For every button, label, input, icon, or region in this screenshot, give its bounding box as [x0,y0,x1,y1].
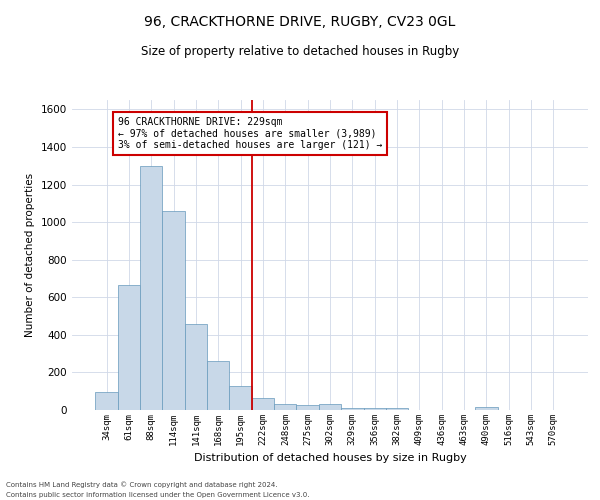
Bar [364,408,386,410]
Text: 96 CRACKTHORNE DRIVE: 229sqm
← 97% of detached houses are smaller (3,989)
3% of : 96 CRACKTHORNE DRIVE: 229sqm ← 97% of de… [118,117,382,150]
Bar [185,324,207,410]
Bar [163,211,185,410]
Bar [296,406,319,410]
Bar [207,361,229,410]
Y-axis label: Number of detached properties: Number of detached properties [25,173,35,337]
Bar [229,386,252,410]
Bar [140,166,163,410]
Bar [118,285,140,410]
Bar [341,408,364,410]
Text: Contains HM Land Registry data © Crown copyright and database right 2024.: Contains HM Land Registry data © Crown c… [6,481,277,488]
X-axis label: Distribution of detached houses by size in Rugby: Distribution of detached houses by size … [194,454,466,464]
Text: 96, CRACKTHORNE DRIVE, RUGBY, CV23 0GL: 96, CRACKTHORNE DRIVE, RUGBY, CV23 0GL [145,15,455,29]
Text: Contains public sector information licensed under the Open Government Licence v3: Contains public sector information licen… [6,492,310,498]
Text: Size of property relative to detached houses in Rugby: Size of property relative to detached ho… [141,45,459,58]
Bar [319,404,341,410]
Bar [475,407,497,410]
Bar [252,398,274,410]
Bar [274,404,296,410]
Bar [386,408,408,410]
Bar [95,392,118,410]
